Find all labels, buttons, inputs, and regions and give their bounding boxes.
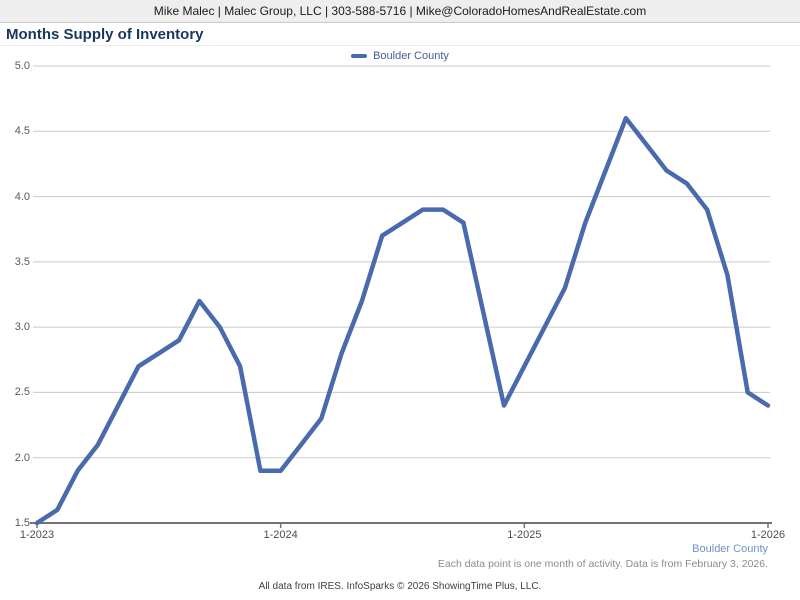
- y-tick-label: 1.5: [14, 517, 30, 529]
- chart-canvas[interactable]: [0, 60, 800, 540]
- legend-series-label: Boulder County: [373, 50, 449, 62]
- data-freshness-note: Each data point is one month of activity…: [437, 558, 768, 570]
- chart-legend[interactable]: Boulder County: [0, 49, 800, 63]
- y-tick-label: 2.0: [14, 451, 30, 464]
- y-tick-label: 2.5: [14, 386, 30, 399]
- y-tick-label: 3.0: [14, 321, 30, 334]
- y-tick-label: 3.5: [14, 255, 30, 268]
- y-tick-label: 5.0: [14, 60, 30, 72]
- agent-contact-text: Mike Malec | Malec Group, LLC | 303-588-…: [153, 4, 647, 18]
- y-tick-label: 4.0: [14, 190, 30, 203]
- title-row: Months Supply of Inventory: [0, 23, 800, 46]
- legend-line-swatch: [351, 53, 368, 59]
- attribution-text: All data from IRES. InfoSparks © 2026 Sh…: [258, 581, 542, 592]
- agent-contact-bar: Mike Malec | Malec Group, LLC | 303-588-…: [0, 0, 800, 23]
- series-caption: Boulder County: [692, 543, 768, 555]
- series-line[interactable]: [34, 115, 771, 526]
- x-tick-label: 1-2025: [507, 529, 542, 541]
- chart-title: Months Supply of Inventory: [6, 26, 204, 43]
- x-tick-label: 1-2024: [263, 529, 298, 541]
- y-tick-label: 4.5: [14, 125, 30, 138]
- x-tick-label: 1-2023: [19, 529, 55, 541]
- x-tick-label: 1-2026: [750, 529, 786, 541]
